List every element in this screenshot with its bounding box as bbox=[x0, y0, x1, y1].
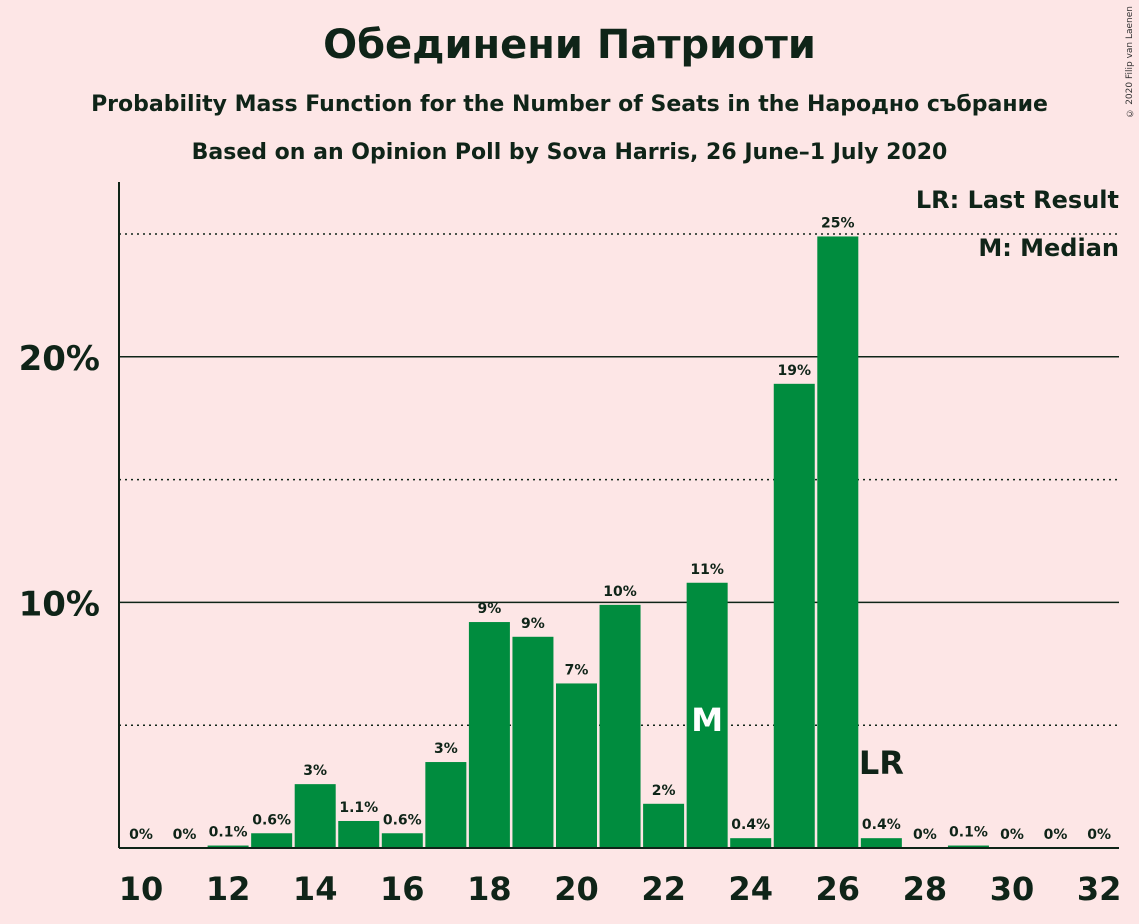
chart-subtitle: Probability Mass Function for the Number… bbox=[91, 92, 1048, 117]
bar-seat-18 bbox=[468, 622, 510, 848]
median-marker: M bbox=[691, 701, 723, 739]
chart-source-subtitle: Based on an Opinion Poll by Sova Harris,… bbox=[191, 140, 948, 165]
x-tick-label: 12 bbox=[206, 870, 251, 908]
legend-median: M: Median bbox=[978, 234, 1119, 262]
x-tick-label: 16 bbox=[380, 870, 425, 908]
bar-value-label: 2% bbox=[652, 783, 676, 799]
bar-value-label: 0% bbox=[1087, 827, 1111, 843]
bar-value-label: 1.1% bbox=[339, 800, 378, 816]
x-tick-label: 20 bbox=[554, 870, 599, 908]
bar-seat-15 bbox=[338, 820, 380, 848]
bar-value-label: 3% bbox=[434, 741, 458, 757]
x-tick-label: 14 bbox=[293, 870, 338, 908]
bar-value-label: 19% bbox=[777, 363, 811, 379]
bar-seat-23 bbox=[686, 582, 728, 848]
bar-value-label: 10% bbox=[603, 584, 637, 600]
bar-seat-27 bbox=[860, 838, 902, 848]
bar-value-label: 3% bbox=[303, 763, 327, 779]
x-tick-label: 18 bbox=[467, 870, 512, 908]
legend-last-result: LR: Last Result bbox=[915, 186, 1119, 214]
bar-value-label: 0% bbox=[173, 827, 197, 843]
bar-seat-22 bbox=[643, 803, 685, 848]
bar-value-label: 9% bbox=[521, 616, 545, 632]
bar-seat-14 bbox=[294, 784, 336, 848]
bar-value-label: 0% bbox=[913, 827, 937, 843]
bar-value-label: 7% bbox=[565, 662, 589, 678]
bar-seat-16 bbox=[381, 833, 423, 848]
bar-seat-26 bbox=[817, 236, 859, 848]
bar-seat-25 bbox=[773, 383, 815, 848]
y-tick-label: 20% bbox=[19, 339, 100, 379]
bar-value-label: 0.1% bbox=[209, 825, 248, 841]
bar-value-label: 25% bbox=[821, 215, 855, 231]
x-tick-label: 24 bbox=[728, 870, 773, 908]
bar-seat-12 bbox=[207, 845, 249, 848]
bar-seat-13 bbox=[251, 833, 293, 848]
bar-seat-24 bbox=[730, 838, 772, 848]
bar-value-label: 0.1% bbox=[949, 825, 988, 841]
x-tick-label: 10 bbox=[119, 870, 164, 908]
bar-seat-29 bbox=[947, 845, 989, 848]
bar-value-label: 11% bbox=[690, 562, 724, 578]
x-tick-label: 22 bbox=[641, 870, 686, 908]
x-tick-label: 28 bbox=[903, 870, 948, 908]
chart-title: Обединени Патриоти bbox=[323, 22, 816, 68]
bar-seat-17 bbox=[425, 762, 467, 848]
bar-value-label: 0% bbox=[1044, 827, 1068, 843]
bar-value-label: 0% bbox=[129, 827, 153, 843]
bar-seat-20 bbox=[556, 683, 597, 848]
bar-value-label: 0% bbox=[1000, 827, 1024, 843]
bar-value-label: 0.4% bbox=[862, 817, 901, 833]
x-tick-label: 26 bbox=[816, 870, 861, 908]
bar-value-label: 9% bbox=[478, 601, 502, 617]
bar-value-label: 0.6% bbox=[383, 812, 422, 828]
x-tick-label: 30 bbox=[990, 870, 1035, 908]
bar-seat-21 bbox=[599, 604, 641, 848]
last-result-marker: LR bbox=[859, 744, 904, 782]
bar-value-label: 0.6% bbox=[252, 812, 291, 828]
bar-seat-19 bbox=[512, 636, 554, 848]
y-tick-label: 10% bbox=[19, 584, 100, 624]
x-tick-label: 32 bbox=[1077, 870, 1122, 908]
bar-value-label: 0.4% bbox=[731, 817, 770, 833]
